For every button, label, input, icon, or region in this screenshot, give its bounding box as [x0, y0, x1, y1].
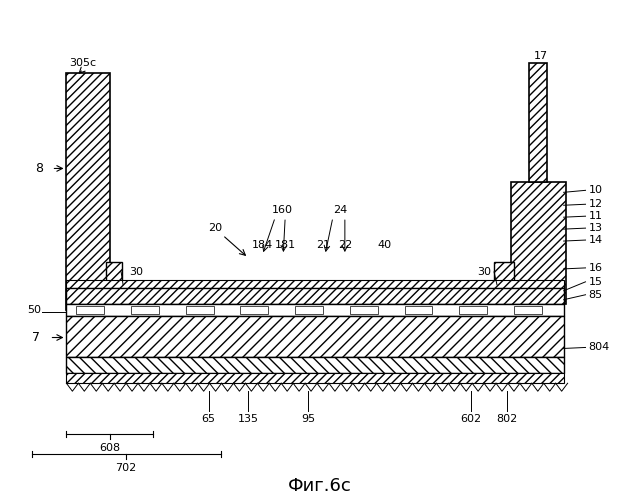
Text: 30: 30 — [129, 267, 143, 277]
Bar — [186, 306, 213, 314]
Text: 702: 702 — [115, 463, 137, 473]
Text: 85: 85 — [588, 290, 603, 300]
Text: 10: 10 — [588, 186, 603, 196]
Bar — [511, 182, 565, 304]
Text: 602: 602 — [461, 414, 482, 424]
Text: 30: 30 — [477, 267, 491, 277]
Bar — [67, 304, 563, 316]
Text: 20: 20 — [208, 223, 222, 233]
Bar — [76, 306, 104, 314]
Bar — [106, 262, 122, 304]
Text: 305c: 305c — [69, 58, 97, 68]
Bar — [240, 306, 269, 314]
Text: 160: 160 — [272, 205, 293, 215]
Bar — [529, 63, 547, 182]
Text: 17: 17 — [534, 51, 548, 61]
Text: 135: 135 — [238, 414, 259, 424]
Text: 184: 184 — [252, 240, 273, 250]
Bar — [494, 262, 514, 304]
Text: 14: 14 — [588, 235, 603, 245]
Text: 21: 21 — [316, 240, 330, 250]
Text: 13: 13 — [588, 223, 603, 233]
Text: 12: 12 — [588, 200, 603, 209]
Text: 802: 802 — [496, 414, 517, 424]
Bar — [67, 280, 563, 288]
Bar — [67, 288, 563, 304]
Text: 95: 95 — [301, 414, 315, 424]
Bar — [404, 306, 433, 314]
Bar — [131, 306, 159, 314]
Text: 8: 8 — [35, 162, 44, 175]
Text: 65: 65 — [202, 414, 215, 424]
Bar — [67, 374, 563, 384]
Text: 16: 16 — [588, 263, 603, 273]
Bar — [350, 306, 378, 314]
Text: 11: 11 — [588, 211, 603, 221]
Bar — [459, 306, 487, 314]
Bar — [67, 288, 126, 304]
Bar — [514, 306, 542, 314]
Text: 181: 181 — [274, 240, 296, 250]
Bar — [459, 288, 524, 304]
Text: 804: 804 — [588, 342, 610, 352]
Text: 608: 608 — [99, 443, 121, 453]
Text: 50: 50 — [28, 304, 42, 314]
Text: Фиг.6с: Фиг.6с — [288, 476, 352, 494]
Bar — [67, 358, 563, 374]
Bar — [295, 306, 323, 314]
Text: 40: 40 — [378, 240, 392, 250]
Text: 7: 7 — [31, 331, 40, 344]
Text: 22: 22 — [338, 240, 352, 250]
Text: 15: 15 — [588, 277, 603, 287]
Text: 24: 24 — [333, 205, 347, 215]
Bar — [67, 73, 110, 310]
Bar — [67, 316, 563, 358]
